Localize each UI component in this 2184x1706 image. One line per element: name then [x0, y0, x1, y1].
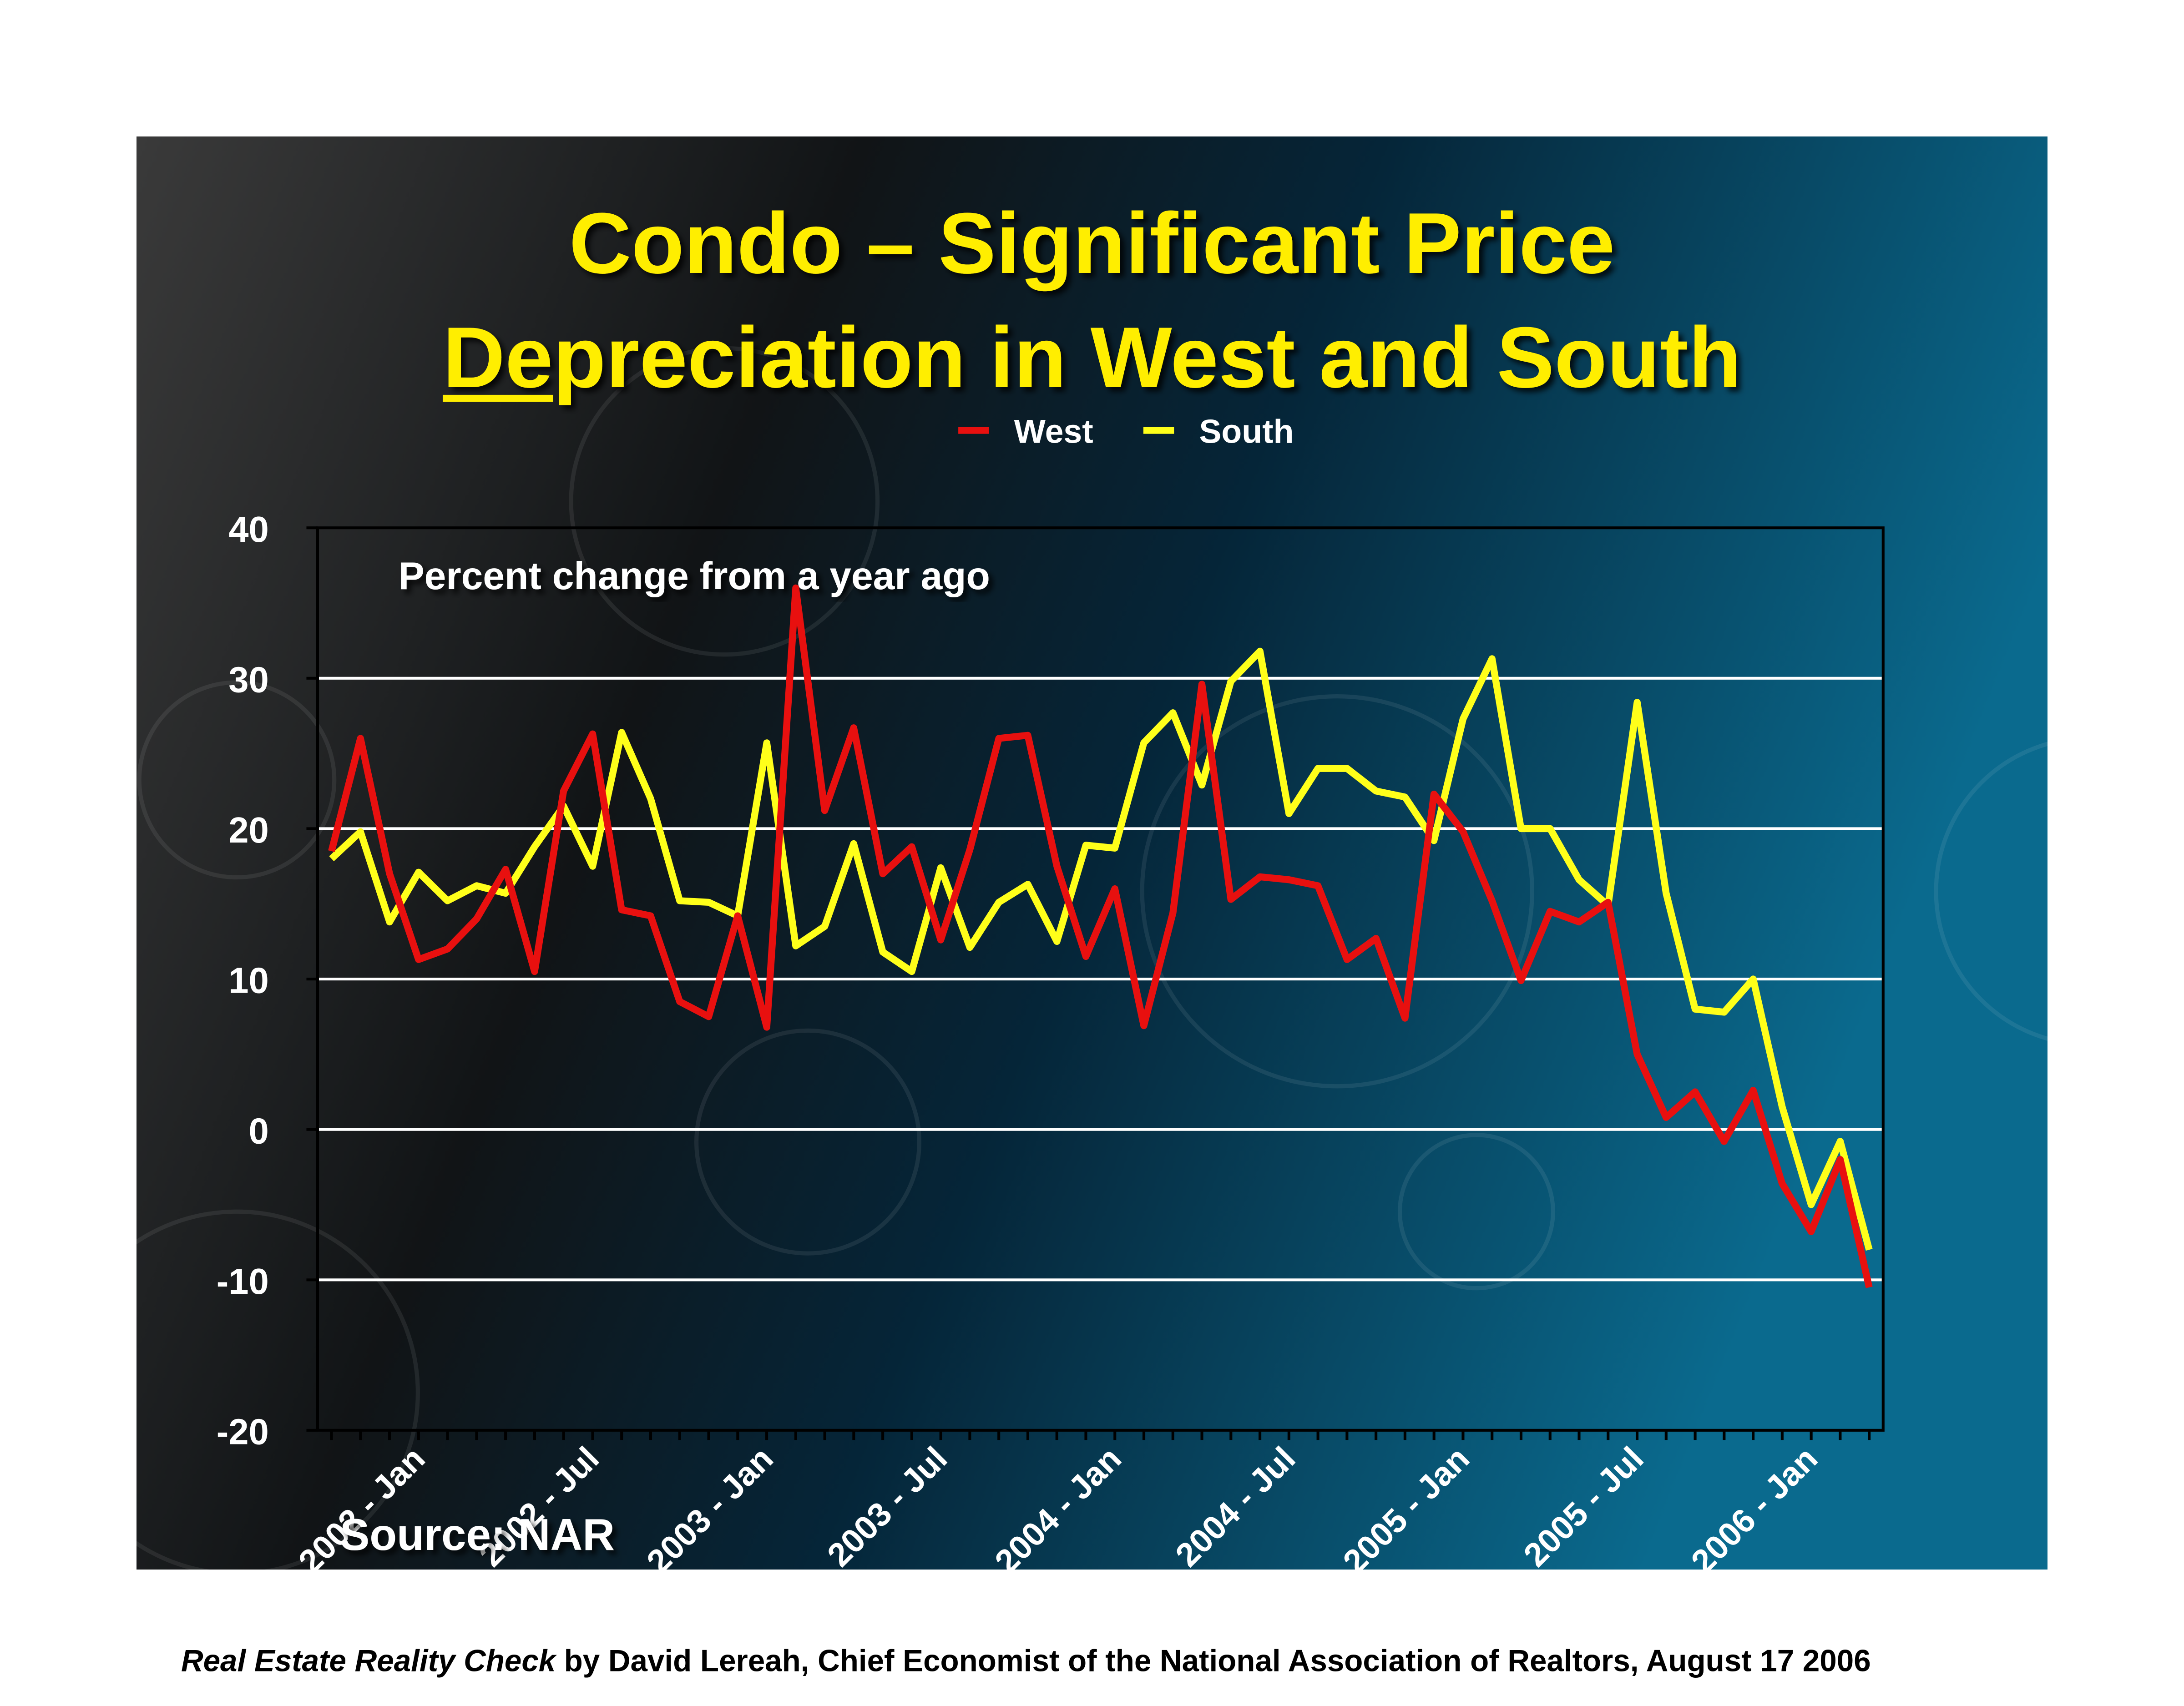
y-tick-label: 0: [249, 1110, 269, 1151]
plot-frame: [316, 526, 1885, 1432]
y-tick-label: 30: [228, 659, 269, 700]
series-line: [329, 647, 1873, 1251]
y-tick-label: 20: [228, 810, 269, 850]
footer-italic: Real Estate Reality Check: [181, 1644, 557, 1678]
bubbles: [136, 346, 2048, 1570]
footer: Real Estate Reality Check by David Lereah…: [181, 1644, 1871, 1678]
y-tick-label: 40: [228, 509, 269, 550]
y-tick-label: -20: [217, 1411, 269, 1452]
legend-label: West: [1014, 412, 1093, 450]
source: Source: NAR: [340, 1509, 615, 1560]
annotation: Percent change from a year ago: [399, 554, 990, 598]
title-line: Condo – Significant Price: [569, 195, 1615, 292]
y-tick-label: 10: [228, 960, 269, 1001]
title-line: Depreciation in West and South: [443, 309, 1741, 406]
slide-background: [136, 136, 2048, 1570]
y-tick-label: -10: [217, 1261, 269, 1302]
legend-label: South: [1199, 412, 1294, 450]
series-line: [328, 584, 1873, 1288]
footer-text: by David Lereah, Chief Economist of the …: [564, 1644, 1871, 1678]
